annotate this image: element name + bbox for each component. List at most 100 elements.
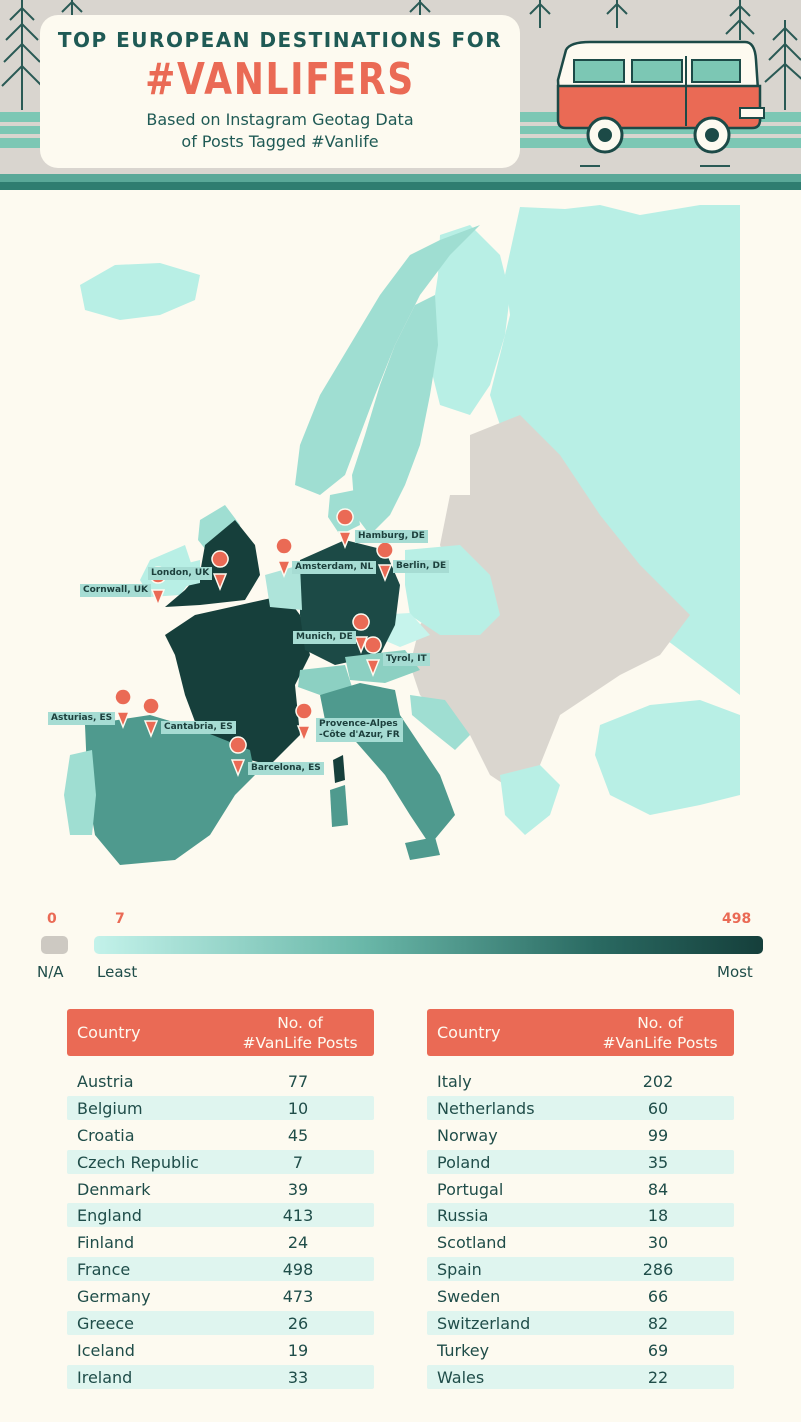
map-pin-icon xyxy=(211,550,229,592)
table-row: Belgium 10 xyxy=(67,1095,374,1120)
region-norway xyxy=(295,225,480,495)
row-posts: 473 xyxy=(282,1287,314,1307)
row-posts: 45 xyxy=(287,1125,309,1145)
header-banner: TOP EUROPEAN DESTINATIONS FOR #VANLIFERS… xyxy=(0,0,801,190)
row-posts: 10 xyxy=(287,1098,309,1118)
row-posts: 82 xyxy=(647,1314,669,1334)
row-country: Poland xyxy=(437,1152,491,1172)
region-benelux xyxy=(265,565,302,610)
header-country: Country xyxy=(437,1023,501,1042)
pin-label-tyrol: Tyrol, IT xyxy=(383,653,430,666)
table-rows: Italy 202 Netherlands 60 Norway 99 Poland 35 Por… xyxy=(427,1069,734,1389)
region-iceland xyxy=(80,263,200,320)
table-row: Sweden 66 xyxy=(427,1284,734,1308)
map-shapes xyxy=(64,205,740,865)
pin-label-provence-line-2: -Côte d'Azur, FR xyxy=(319,730,400,740)
region-turkey xyxy=(595,700,740,815)
map-pin-icon xyxy=(142,697,160,739)
row-country: Netherlands xyxy=(437,1098,535,1118)
row-posts: 22 xyxy=(647,1367,669,1387)
row-country: Wales xyxy=(437,1367,485,1387)
legend-na-swatch xyxy=(41,936,68,954)
row-posts: 66 xyxy=(647,1287,669,1307)
row-posts: 39 xyxy=(287,1179,309,1199)
region-sardinia xyxy=(330,785,348,827)
region-spain xyxy=(85,715,255,865)
row-posts: 498 xyxy=(282,1260,314,1280)
table-row: Germany 473 xyxy=(67,1284,374,1308)
row-posts: 24 xyxy=(287,1233,309,1253)
table-row: Spain 286 xyxy=(427,1257,734,1282)
row-posts: 18 xyxy=(647,1206,669,1226)
row-posts: 19 xyxy=(287,1340,309,1360)
row-country: Sweden xyxy=(437,1287,501,1307)
region-england xyxy=(165,520,260,607)
row-country: Finland xyxy=(77,1233,135,1253)
legend-max-value: 498 xyxy=(722,911,752,927)
row-posts: 202 xyxy=(642,1072,674,1091)
table-row: Portugal 84 xyxy=(427,1177,734,1201)
row-posts: 35 xyxy=(647,1152,669,1172)
header-country: Country xyxy=(77,1023,141,1042)
row-country: Germany xyxy=(77,1287,151,1307)
row-country: England xyxy=(77,1206,142,1226)
row-country: Portugal xyxy=(437,1179,504,1199)
region-corsica xyxy=(333,755,345,783)
pin-label-cantabria: Cantabria, ES xyxy=(161,721,236,734)
header-posts-line-1: No. of xyxy=(277,1014,323,1032)
map-pin-icon xyxy=(229,736,247,778)
table-header: Country No. of #VanLife Posts xyxy=(427,1009,734,1056)
map-pin-icon xyxy=(352,613,370,655)
table-row: Norway 99 xyxy=(427,1123,734,1147)
table-row: Denmark 39 xyxy=(67,1177,374,1201)
row-posts: 99 xyxy=(647,1125,669,1145)
region-sweden xyxy=(352,295,438,535)
map-pin-icon xyxy=(295,702,313,744)
table-row: Austria 77 xyxy=(67,1069,374,1093)
row-country: Croatia xyxy=(77,1125,135,1145)
table-row: Italy 202 xyxy=(427,1069,734,1093)
subtitle-line-2: of Posts Tagged #Vanlife xyxy=(181,132,379,151)
row-country: Russia xyxy=(437,1206,489,1226)
region-russia xyxy=(490,205,740,695)
header-posts-line-2: #VanLife Posts xyxy=(242,1034,358,1052)
legend-most-label: Most xyxy=(717,963,753,981)
table-row: Croatia 45 xyxy=(67,1123,374,1147)
row-country: Turkey xyxy=(437,1340,490,1360)
row-country: Switzerland xyxy=(437,1314,531,1334)
header-posts: No. of #VanLife Posts xyxy=(225,1013,375,1053)
pin-label-amsterdam: Amsterdam, NL xyxy=(292,561,377,574)
table-row: Switzerland 82 xyxy=(427,1311,734,1336)
header-posts-line-1: No. of xyxy=(637,1014,683,1032)
legend-na-label: N/A xyxy=(37,963,64,981)
row-country: Italy xyxy=(437,1072,472,1091)
table-row: Finland 24 xyxy=(67,1230,374,1254)
row-posts: 69 xyxy=(647,1340,669,1360)
table-row: France 498 xyxy=(67,1257,374,1282)
pin-label-berlin: Berlin, DE xyxy=(393,560,450,573)
title-card: TOP EUROPEAN DESTINATIONS FOR #VANLIFERS… xyxy=(40,15,520,168)
table-row: Poland 35 xyxy=(427,1149,734,1174)
region-finland xyxy=(430,225,510,415)
row-posts: 26 xyxy=(287,1314,309,1334)
color-legend: 0 7 498 N/A Least Most xyxy=(0,905,801,990)
row-posts: 77 xyxy=(287,1072,309,1091)
region-portugal xyxy=(64,750,96,835)
pin-label-london: London, UK xyxy=(148,567,213,580)
pin-label-cornwall: Cornwall, UK xyxy=(80,584,152,597)
row-country: France xyxy=(77,1260,131,1280)
posts-table-left: Country No. of #VanLife Posts Austria 77 B… xyxy=(67,1009,374,1392)
posts-table-right: Country No. of #VanLife Posts Italy 202 Ne… xyxy=(427,1009,734,1392)
europe-map: Hamburg, DE Amsterdam, NL Berlin, DE Lon… xyxy=(0,195,801,895)
row-country: Denmark xyxy=(77,1179,151,1199)
table-row: England 413 xyxy=(67,1203,374,1228)
map-pin-icon xyxy=(336,508,354,550)
subtitle: Based on Instagram Geotag Data of Posts … xyxy=(40,109,520,153)
row-posts: 286 xyxy=(642,1260,674,1280)
title-main: #VANLIFERS xyxy=(145,54,415,105)
table-row: Ireland 33 xyxy=(67,1364,374,1389)
table-rows: Austria 77 Belgium 10 Croatia 45 Czech Republi… xyxy=(67,1069,374,1389)
region-greece xyxy=(500,765,560,835)
row-country: Iceland xyxy=(77,1340,135,1360)
table-row: Scotland 30 xyxy=(427,1230,734,1254)
